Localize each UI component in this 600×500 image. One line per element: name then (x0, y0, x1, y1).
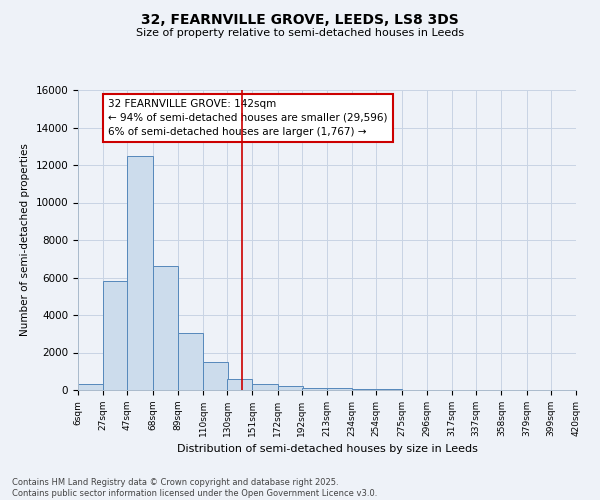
Bar (302, 388, 327, 390)
Bar (278, 386, 303, 390)
Bar (376, 389, 401, 390)
Bar (227, 379, 253, 390)
Bar (152, 266, 178, 390)
Text: 32, FEARNVILLE GROVE, LEEDS, LS8 3DS: 32, FEARNVILLE GROVE, LEEDS, LS8 3DS (141, 12, 459, 26)
Text: Size of property relative to semi-detached houses in Leeds: Size of property relative to semi-detach… (136, 28, 464, 38)
Text: Contains HM Land Registry data © Crown copyright and database right 2025.
Contai: Contains HM Land Registry data © Crown c… (12, 478, 377, 498)
Bar (178, 333, 203, 390)
Bar (327, 388, 352, 390)
Bar (253, 384, 278, 390)
X-axis label: Distribution of semi-detached houses by size in Leeds: Distribution of semi-detached houses by … (176, 444, 478, 454)
Y-axis label: Number of semi-detached properties: Number of semi-detached properties (20, 144, 30, 336)
Bar (203, 362, 229, 390)
Bar (127, 156, 152, 390)
Bar (78, 384, 103, 390)
Text: 32 FEARNVILLE GROVE: 142sqm
← 94% of semi-detached houses are smaller (29,596)
6: 32 FEARNVILLE GROVE: 142sqm ← 94% of sem… (108, 99, 388, 137)
Bar (103, 281, 128, 390)
Bar (352, 388, 377, 390)
